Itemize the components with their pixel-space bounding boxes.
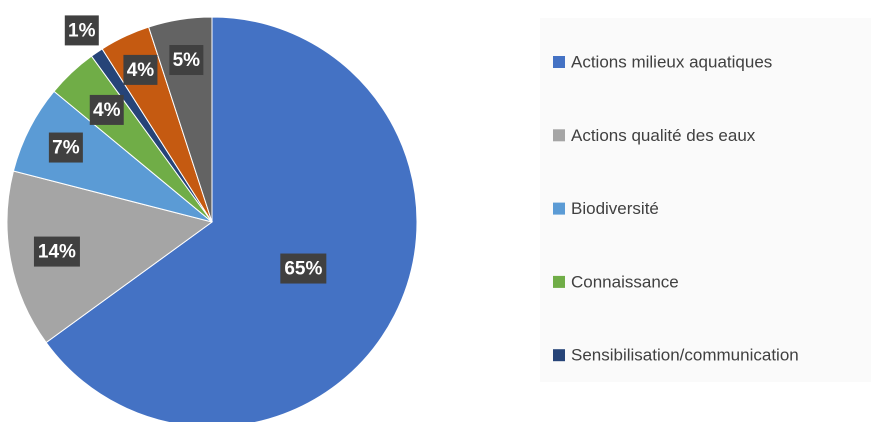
- data-label: 14%: [38, 242, 76, 263]
- legend-label: Connaissance: [571, 272, 679, 291]
- legend-label: Actions milieux aquatiques: [571, 52, 772, 71]
- data-label-box: [123, 54, 158, 85]
- data-label-box: [89, 94, 124, 125]
- data-label-box: [64, 15, 99, 46]
- legend-swatch: [553, 275, 565, 288]
- legend-swatch: [553, 129, 565, 142]
- data-label: 4%: [127, 60, 155, 81]
- pie-slice: [45, 16, 418, 422]
- legend-label: Sensibilisation/communication: [571, 346, 799, 365]
- data-label-box: [169, 45, 204, 76]
- data-label: 5%: [173, 50, 201, 71]
- legend-label: Actions qualité des eaux: [571, 126, 756, 145]
- legend-label: Biodiversité: [571, 199, 659, 218]
- data-label: 1%: [68, 20, 96, 41]
- data-label-box: [33, 236, 80, 267]
- data-label-box: [280, 253, 327, 284]
- pie-slice: [6, 170, 214, 344]
- data-label-box: [48, 132, 83, 163]
- legend-swatch: [553, 349, 565, 362]
- data-label: 65%: [284, 259, 322, 280]
- data-label: 4%: [93, 100, 121, 121]
- legend-swatch: [553, 202, 565, 215]
- data-label: 7%: [52, 138, 80, 159]
- legend-box: [540, 18, 871, 382]
- legend-swatch: [553, 56, 565, 68]
